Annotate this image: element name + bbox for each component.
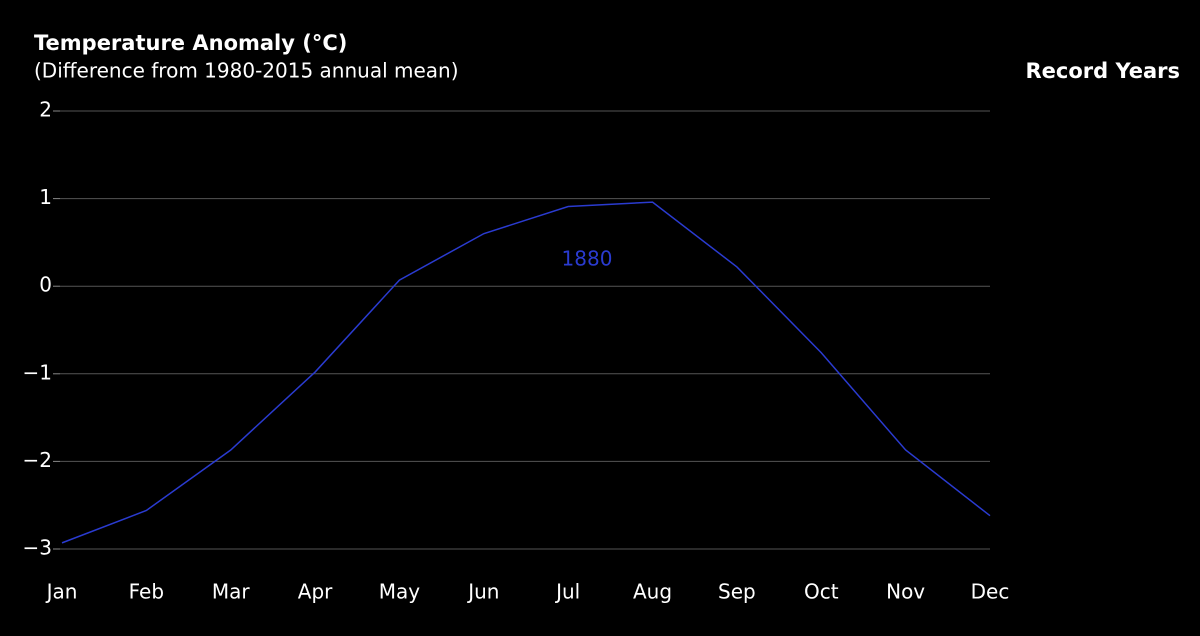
y-tick-label: 1 xyxy=(39,185,52,209)
x-tick-label: Apr xyxy=(298,580,333,604)
x-tick-label: Sep xyxy=(718,580,756,604)
series-label: 1880 xyxy=(562,247,613,271)
y-tick-label: 2 xyxy=(39,98,52,122)
y-tick-label: −3 xyxy=(23,536,52,560)
x-tick-label: Jan xyxy=(45,580,78,604)
x-tick-label: Dec xyxy=(971,580,1010,604)
x-tick-label: Oct xyxy=(804,580,839,604)
y-tick-label: −1 xyxy=(23,360,52,384)
x-tick-label: Jun xyxy=(466,580,499,604)
x-tick-label: Mar xyxy=(212,580,251,604)
x-tick-label: Nov xyxy=(886,580,925,604)
chart-title: Temperature Anomaly (°C) xyxy=(34,31,347,55)
x-tick-label: Jul xyxy=(554,580,580,604)
x-tick-label: Feb xyxy=(129,580,164,604)
y-tick-label: 0 xyxy=(39,273,52,297)
x-tick-label: Aug xyxy=(633,580,672,604)
x-tick-label: May xyxy=(379,580,421,604)
y-tick-label: −2 xyxy=(23,448,52,472)
data-line xyxy=(61,201,991,544)
legend-title: Record Years xyxy=(1025,59,1180,83)
chart-subtitle: (Difference from 1980-2015 annual mean) xyxy=(34,59,459,83)
